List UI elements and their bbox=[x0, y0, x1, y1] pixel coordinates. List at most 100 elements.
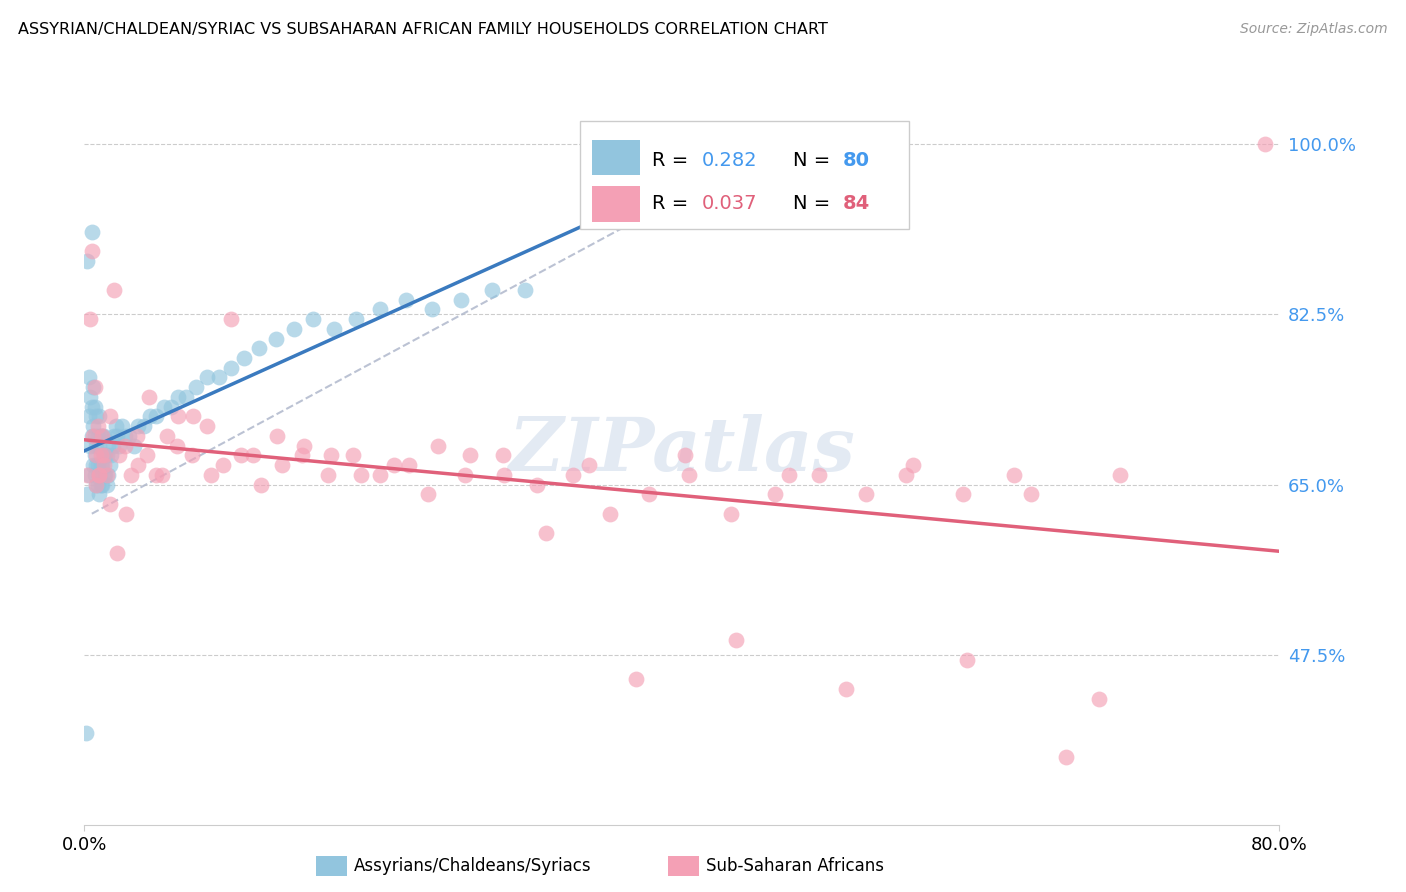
Point bbox=[145, 409, 167, 424]
Point bbox=[344, 312, 367, 326]
Point bbox=[89, 409, 111, 424]
Point bbox=[526, 477, 548, 491]
Point bbox=[82, 429, 104, 443]
Point bbox=[80, 429, 103, 443]
Point bbox=[87, 429, 110, 443]
Point bbox=[678, 467, 700, 482]
Point bbox=[107, 448, 129, 462]
FancyBboxPatch shape bbox=[581, 120, 910, 229]
Point bbox=[86, 439, 108, 453]
Point bbox=[427, 439, 450, 453]
Point bbox=[98, 458, 121, 472]
Point bbox=[1002, 467, 1025, 482]
Point bbox=[86, 477, 108, 491]
Point bbox=[111, 419, 134, 434]
Point bbox=[100, 448, 122, 462]
Point bbox=[139, 409, 162, 424]
Point bbox=[86, 458, 108, 472]
Text: N =: N = bbox=[793, 194, 837, 213]
Point bbox=[76, 467, 98, 482]
Point bbox=[150, 467, 173, 482]
Point bbox=[219, 360, 242, 375]
Point bbox=[212, 458, 235, 472]
Point bbox=[394, 293, 416, 307]
Point bbox=[624, 672, 647, 686]
Point bbox=[77, 467, 100, 482]
Point bbox=[450, 293, 472, 307]
Text: 80: 80 bbox=[844, 151, 870, 170]
Point bbox=[903, 458, 925, 472]
Point bbox=[145, 467, 167, 482]
Point bbox=[1021, 487, 1043, 501]
Point bbox=[138, 390, 160, 404]
Point bbox=[93, 448, 115, 462]
Point bbox=[342, 448, 364, 462]
Point bbox=[90, 458, 112, 472]
FancyBboxPatch shape bbox=[592, 186, 640, 222]
Point bbox=[115, 507, 138, 521]
Point bbox=[86, 477, 108, 491]
Point bbox=[93, 458, 115, 472]
Point bbox=[638, 487, 661, 501]
Point bbox=[94, 467, 117, 482]
Point bbox=[83, 467, 105, 482]
Point bbox=[80, 225, 103, 239]
Point bbox=[270, 458, 292, 472]
Point bbox=[96, 477, 118, 491]
Point bbox=[152, 400, 174, 414]
Point bbox=[231, 448, 253, 462]
Point bbox=[79, 312, 101, 326]
Point bbox=[89, 467, 111, 482]
Point bbox=[96, 448, 118, 462]
Point bbox=[368, 467, 391, 482]
Point bbox=[105, 546, 128, 560]
Point bbox=[82, 419, 104, 434]
Point bbox=[195, 370, 218, 384]
Point bbox=[249, 477, 271, 491]
Point bbox=[87, 477, 110, 491]
Point bbox=[398, 458, 420, 472]
Point bbox=[127, 458, 149, 472]
Point bbox=[855, 487, 877, 501]
Point bbox=[86, 409, 108, 424]
Point bbox=[83, 429, 105, 443]
Text: ASSYRIAN/CHALDEAN/SYRIAC VS SUBSAHARAN AFRICAN FAMILY HOUSEHOLDS CORRELATION CHA: ASSYRIAN/CHALDEAN/SYRIAC VS SUBSAHARAN A… bbox=[18, 22, 828, 37]
Point bbox=[97, 439, 120, 453]
Point bbox=[87, 458, 110, 472]
Point bbox=[98, 409, 121, 424]
Point bbox=[808, 467, 831, 482]
Point bbox=[167, 409, 190, 424]
Point bbox=[75, 725, 97, 739]
Text: Source: ZipAtlas.com: Source: ZipAtlas.com bbox=[1240, 22, 1388, 37]
Point bbox=[200, 467, 222, 482]
Point bbox=[208, 370, 231, 384]
Text: N =: N = bbox=[793, 151, 837, 170]
Point bbox=[1253, 136, 1275, 151]
Point bbox=[174, 390, 197, 404]
Point bbox=[382, 458, 405, 472]
Point bbox=[103, 283, 125, 297]
Point bbox=[454, 467, 477, 482]
Point bbox=[561, 467, 583, 482]
Text: R =: R = bbox=[652, 194, 695, 213]
Point bbox=[79, 390, 101, 404]
FancyBboxPatch shape bbox=[592, 139, 640, 176]
Point bbox=[127, 419, 149, 434]
Point bbox=[458, 448, 481, 462]
Point bbox=[91, 429, 114, 443]
Point bbox=[155, 429, 177, 443]
Point bbox=[673, 448, 696, 462]
Point bbox=[101, 439, 124, 453]
Text: Sub-Saharan Africans: Sub-Saharan Africans bbox=[706, 857, 884, 875]
Point bbox=[763, 487, 786, 501]
Point bbox=[302, 312, 325, 326]
Point bbox=[186, 380, 208, 394]
Point bbox=[103, 429, 125, 443]
Point bbox=[93, 448, 115, 462]
Point bbox=[104, 419, 127, 434]
Point bbox=[87, 419, 110, 434]
Point bbox=[89, 467, 111, 482]
Point bbox=[166, 439, 188, 453]
Text: 0.037: 0.037 bbox=[702, 194, 758, 213]
Point bbox=[720, 507, 742, 521]
